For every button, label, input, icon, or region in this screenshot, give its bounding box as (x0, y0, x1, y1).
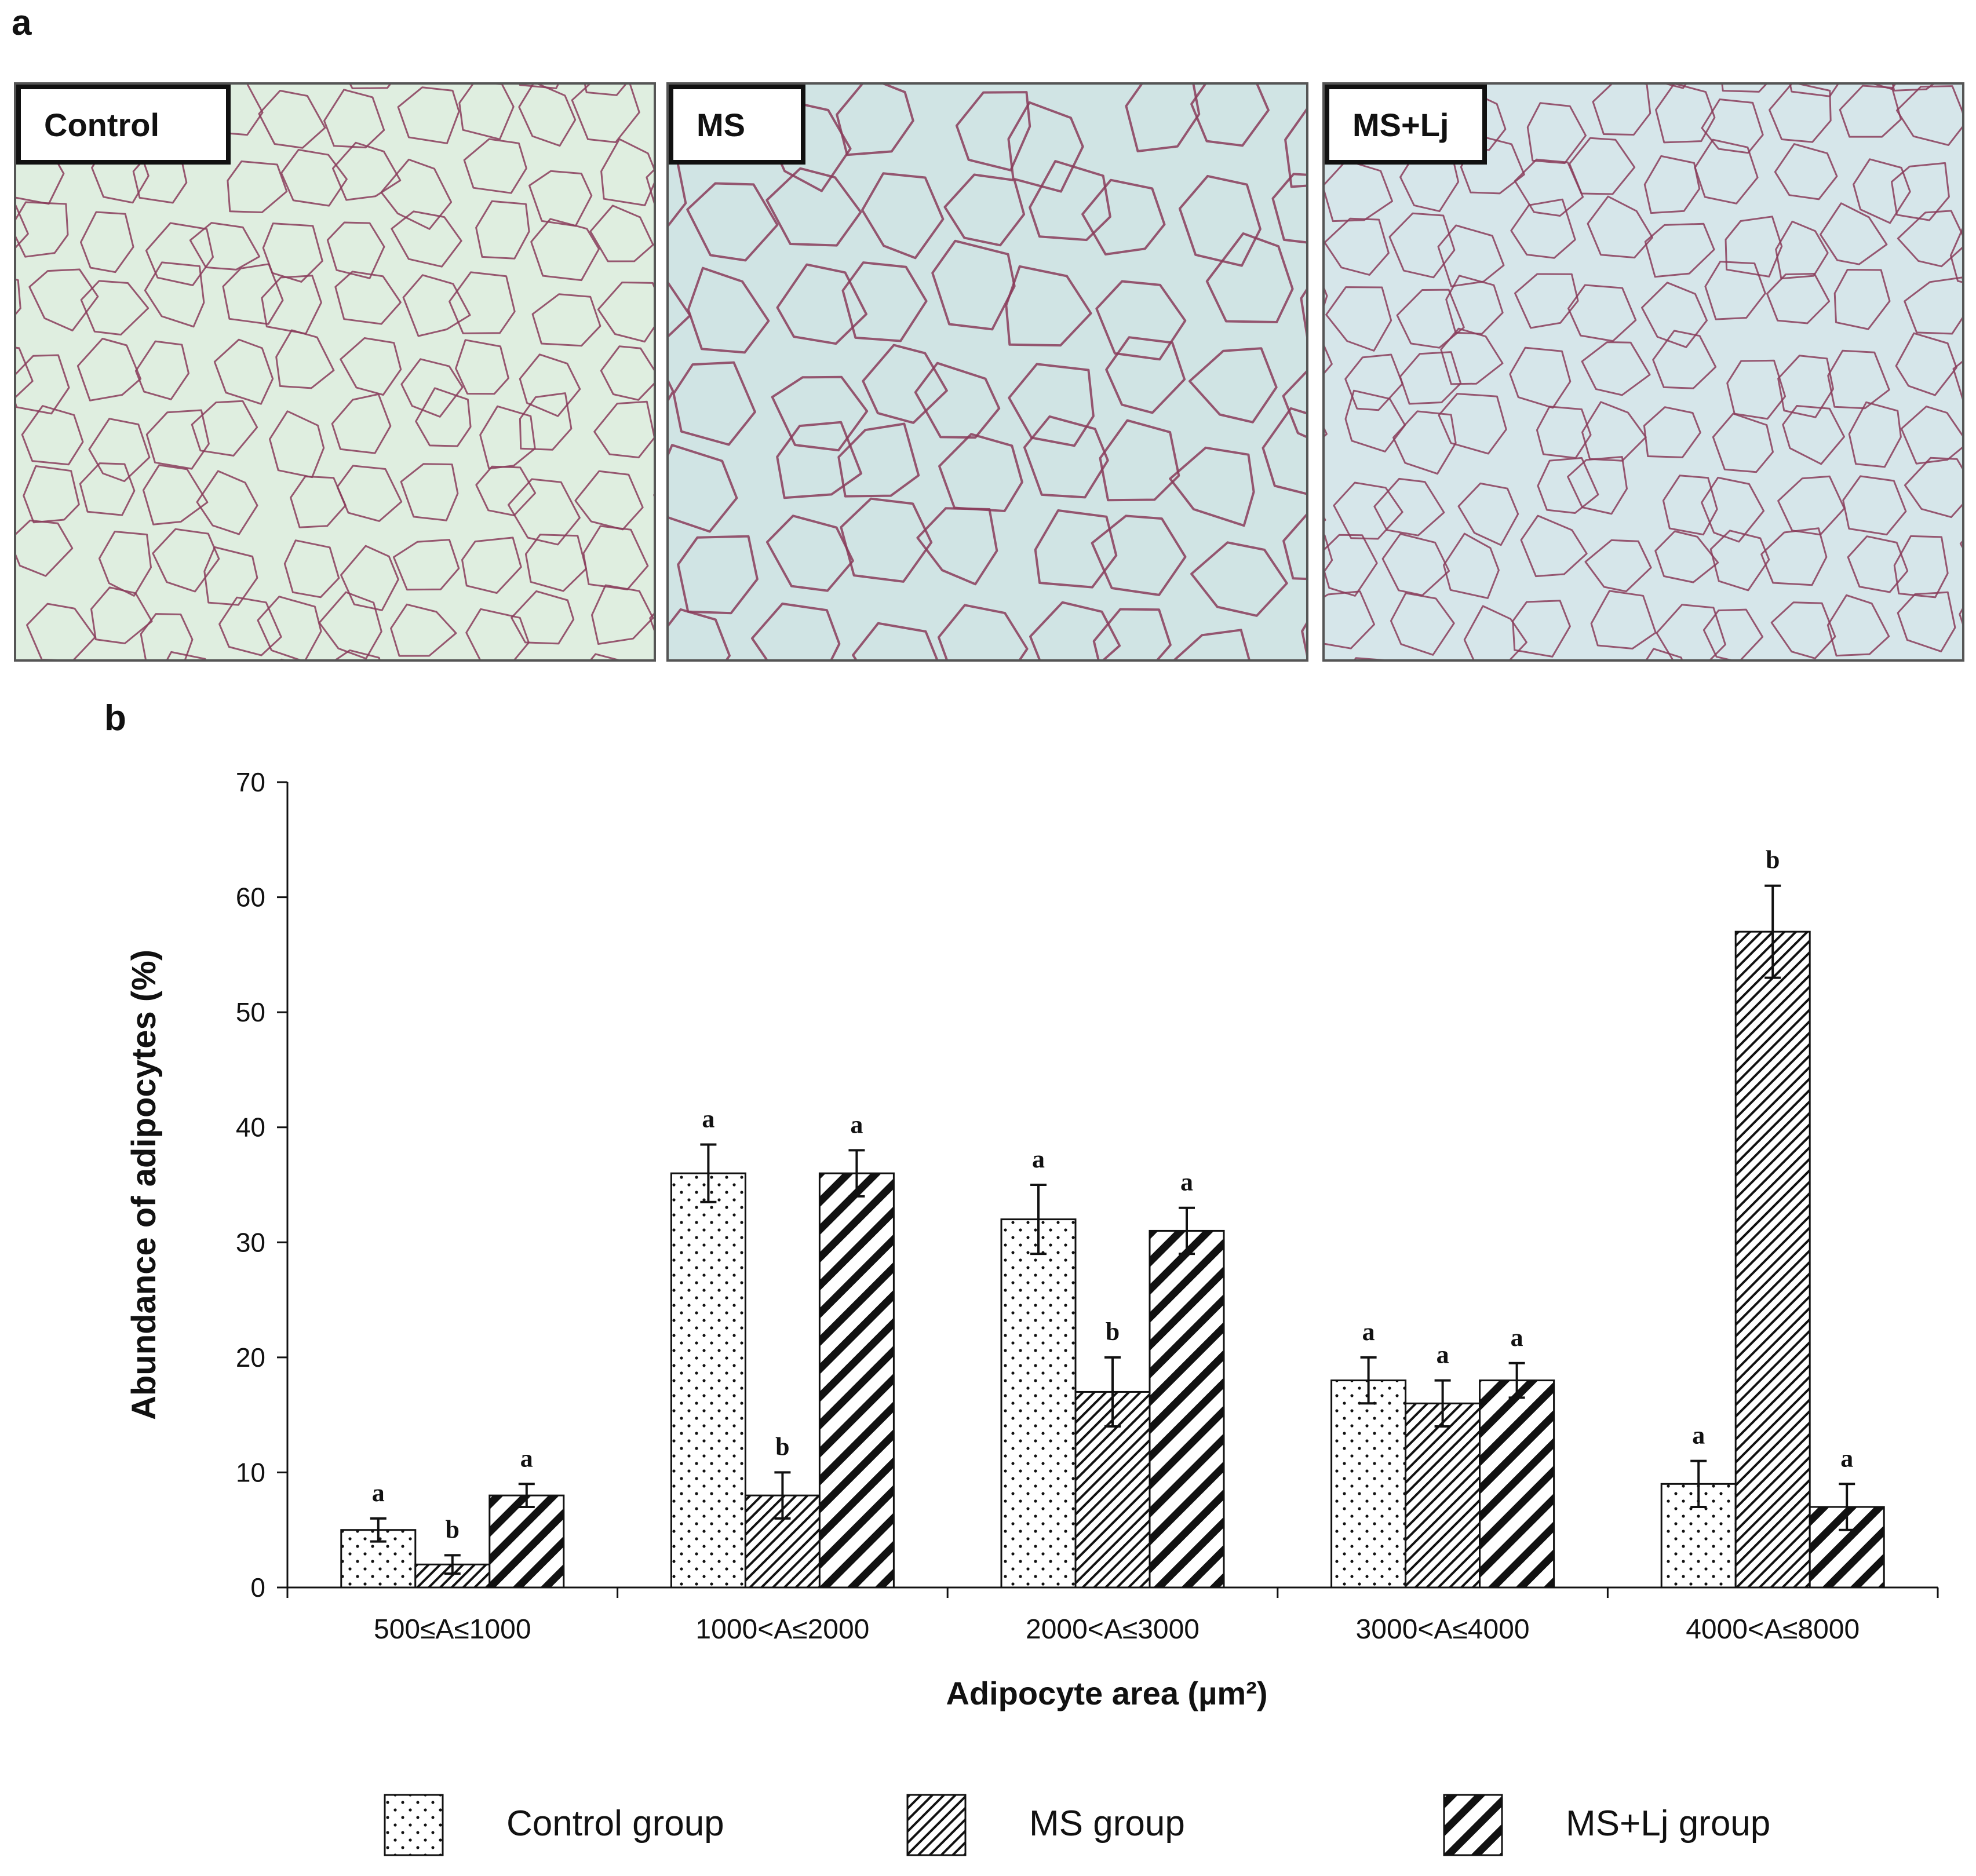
significance-letter: a (1692, 1421, 1705, 1450)
panel-b-label: b (104, 698, 126, 738)
error-bar (1434, 1379, 1451, 1428)
significance-letter: b (446, 1515, 460, 1543)
legend-label: MS+Lj group (1566, 1804, 1770, 1844)
panel-a-label: a (12, 3, 32, 43)
micrograph-ms-lj: MS+Lj (1322, 82, 1964, 662)
legend-swatch-bold-hatch (1443, 1794, 1503, 1856)
bar-dots (1330, 1379, 1407, 1589)
significance-letter: a (1437, 1341, 1449, 1369)
bar-fine-hatch (1405, 1402, 1481, 1589)
bar-dots (670, 1172, 746, 1589)
error-bar (1690, 1459, 1707, 1508)
error-bar (1030, 1184, 1047, 1255)
error-bar (774, 1471, 791, 1520)
error-bar (518, 1483, 535, 1508)
bar-bold-hatch (1149, 1229, 1225, 1589)
significance-letter: a (1180, 1168, 1193, 1196)
error-bar (848, 1149, 865, 1198)
x-tick-label: 3000<A≤4000 (1356, 1614, 1530, 1645)
bar-fine-hatch (1734, 930, 1811, 1589)
significance-letter: a (520, 1444, 533, 1472)
error-bar (1104, 1356, 1121, 1428)
error-bar (1179, 1206, 1195, 1255)
micrograph-label-ms-lj: MS+Lj (1325, 85, 1487, 165)
significance-letter: a (850, 1110, 863, 1138)
legend-label: Control group (506, 1804, 724, 1844)
error-bar (700, 1143, 717, 1203)
legend-swatch-dots (384, 1794, 444, 1856)
significance-letter: a (1511, 1323, 1523, 1352)
error-bar (1839, 1483, 1855, 1531)
y-tick-label: 20 (236, 1342, 265, 1373)
legend-swatch-fine-hatch (906, 1794, 967, 1856)
bar-chart: 0 10 20 30 40 50 60 70 500≤A≤1000 1000<A≤2000 200… (125, 767, 1939, 1856)
y-tick-label: 40 (236, 1112, 265, 1143)
error-bar (370, 1517, 387, 1543)
bar-bold-hatch (488, 1494, 565, 1589)
y-tick-label: 30 (236, 1227, 265, 1257)
bar-bold-hatch (1479, 1379, 1555, 1589)
micrograph-label-ms: MS (669, 85, 805, 165)
micrograph-control: Control (14, 82, 656, 662)
y-axis-label: Abundance of adipocytes (%) (125, 950, 163, 1420)
significance-letter: a (372, 1479, 385, 1507)
significance-letter: b (1766, 846, 1780, 874)
bar-bold-hatch (818, 1172, 895, 1589)
significance-letter: b (775, 1432, 789, 1461)
x-tick-label: 4000<A≤8000 (1686, 1614, 1860, 1645)
error-bar (444, 1554, 461, 1575)
y-tick-label: 60 (236, 882, 265, 913)
bar-fine-hatch (414, 1563, 491, 1589)
y-tick-label: 70 (236, 767, 265, 797)
error-bar (1508, 1362, 1525, 1399)
y-tick-label: 50 (236, 997, 265, 1027)
significance-letter: a (1362, 1317, 1375, 1346)
significance-letter: a (702, 1105, 714, 1133)
significance-letter: a (1840, 1444, 1853, 1472)
micrograph-ms: MS (666, 82, 1308, 662)
significance-letter: b (1106, 1317, 1120, 1346)
x-tick-label: 1000<A≤2000 (695, 1614, 869, 1645)
error-bar (1764, 884, 1781, 979)
error-bar (1360, 1356, 1377, 1405)
micrograph-label-control: Control (16, 85, 231, 165)
x-tick-label: 2000<A≤3000 (1026, 1614, 1200, 1645)
y-tick-label: 0 (250, 1572, 265, 1603)
legend-label: MS group (1029, 1804, 1185, 1844)
x-tick-label: 500≤A≤1000 (374, 1614, 531, 1645)
x-axis-label: Adipocyte area (µm²) (946, 1675, 1267, 1711)
significance-letter: a (1032, 1145, 1045, 1173)
bar-dots (1000, 1218, 1077, 1589)
y-tick-label: 10 (236, 1457, 265, 1487)
